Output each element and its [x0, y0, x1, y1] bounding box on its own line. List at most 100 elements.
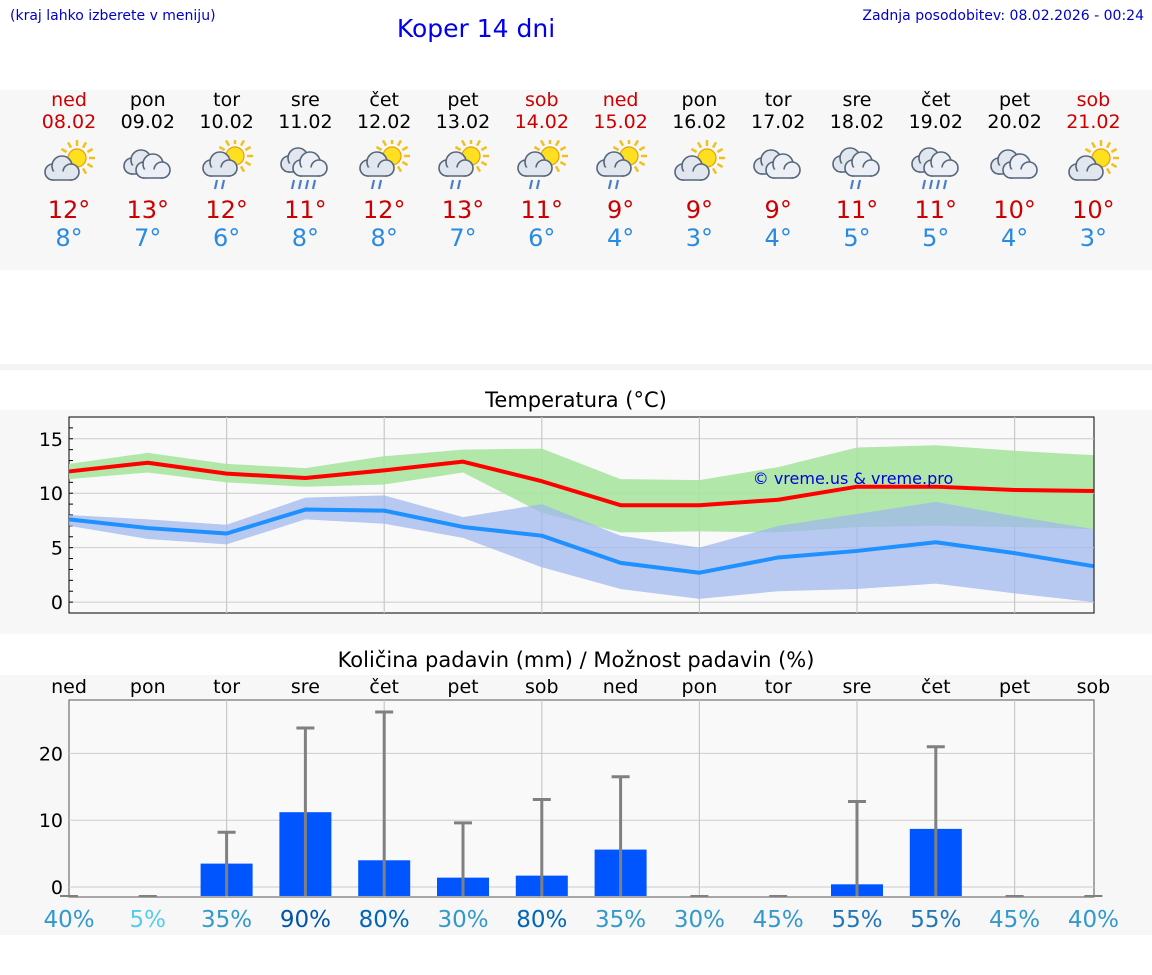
day-date: 10.02	[199, 111, 254, 133]
day-name: tor	[213, 89, 241, 111]
sun-cloud-icon	[44, 140, 95, 181]
day-date: 18.02	[829, 111, 885, 133]
precipitation-probability: 40%	[43, 907, 94, 933]
precipitation-probability: 55%	[831, 907, 882, 933]
cloud-shape	[292, 151, 329, 177]
cloud-shape	[438, 151, 474, 177]
day-date: 13.02	[435, 111, 491, 133]
day-name: sob	[525, 89, 559, 111]
precipitation-probability: 90%	[280, 907, 331, 933]
min-temperature: 5°	[922, 224, 950, 252]
max-temperature: 13°	[441, 196, 485, 224]
sun-cloud-rain-icon	[438, 140, 489, 190]
precipitation-probability: 80%	[359, 907, 410, 933]
max-temperature: 12°	[362, 196, 406, 224]
day-name: pet	[447, 89, 479, 111]
day-name: sre	[290, 89, 320, 111]
day-name: sre	[842, 89, 872, 111]
cloud-shape	[922, 151, 959, 177]
x-category-label: sob	[1077, 676, 1111, 698]
cloud-shape	[1068, 155, 1105, 181]
x-category-label: čet	[921, 676, 951, 698]
day-date: 21.02	[1066, 111, 1121, 133]
day-column: sre 18.02 11° 5°	[817, 90, 897, 252]
day-column: tor 17.02 9° 4°	[738, 90, 818, 252]
y-tick-label: 5	[51, 538, 63, 560]
x-category-label: sob	[525, 676, 559, 698]
min-temperature-line	[68, 507, 1094, 575]
day-column: sob 21.02 10° 3°	[1053, 90, 1133, 252]
location-menu-hint: (kraj lahko izberete v meniju)	[10, 8, 216, 24]
x-category-label: tor	[765, 676, 792, 698]
day-column: sob 14.02 11° 6°	[502, 90, 582, 252]
min-temperature: 5°	[843, 224, 871, 252]
x-category-label: pon	[682, 676, 718, 698]
day-name: sob	[1076, 89, 1111, 111]
last-update-text: Zadnja posodobitev: 08.02.2026 - 00:24	[862, 8, 1144, 24]
cloud-shape	[674, 155, 711, 181]
day-column: pet 13.02 13° 7°	[423, 90, 503, 252]
sun-cloud-icon	[1068, 140, 1120, 181]
max-temperature-line	[68, 459, 1094, 508]
cloud-shape	[844, 151, 880, 177]
day-column: čet 12.02 12° 8°	[344, 90, 424, 252]
sun-cloud-rain-icon	[359, 140, 411, 190]
cloudy-icon	[753, 149, 801, 179]
max-temperature: 10°	[993, 196, 1036, 224]
separator	[0, 364, 1152, 370]
min-temperature: 8°	[291, 224, 320, 252]
page-title: Koper 14 dni	[396, 14, 556, 43]
x-category-label: tor	[213, 676, 240, 698]
max-temperature: 12°	[205, 196, 248, 224]
y-tick-label: 20	[39, 743, 63, 765]
day-column: pon 16.02 9° 3°	[659, 90, 739, 252]
cloud-rain-icon	[832, 147, 880, 190]
day-column: pet 20.02 10° 4°	[975, 90, 1055, 252]
cloud-shape	[765, 153, 801, 179]
x-category-label: ned	[603, 676, 639, 698]
x-category-label: pet	[447, 676, 478, 698]
max-temperature: 12°	[47, 196, 91, 224]
cloud-shape	[134, 153, 171, 179]
precipitation-chart-title: Količina padavin (mm) / Možnost padavin …	[337, 648, 815, 672]
y-tick-label: 0	[51, 877, 63, 899]
rain-drops	[528, 179, 540, 190]
day-date: 15.02	[593, 111, 648, 133]
min-temperature: 6°	[528, 224, 556, 252]
precipitation-probability: 80%	[516, 907, 567, 933]
x-category-label: pet	[999, 676, 1030, 698]
rain-drops	[607, 179, 619, 190]
day-column: čet 19.02 11° 5°	[896, 90, 976, 252]
cloudy-icon	[122, 149, 171, 179]
max-temperature: 11°	[914, 196, 958, 224]
temperature-chart: 0 5 10 15 © vreme.us & vreme.pro	[39, 416, 1095, 614]
min-temperature: 6°	[212, 224, 241, 252]
watermark-text: © vreme.us & vreme.pro	[753, 469, 954, 488]
min-temperature: 7°	[449, 224, 477, 252]
max-temperature: 13°	[126, 196, 170, 224]
max-temperature: 11°	[520, 196, 564, 224]
day-name: pon	[129, 89, 166, 111]
x-category-label: ned	[51, 676, 87, 698]
day-name: čet	[369, 89, 399, 111]
x-category-label: pon	[130, 676, 166, 698]
sun-cloud-rain-icon	[201, 140, 253, 190]
rain-drops	[849, 179, 862, 190]
cloud-shape	[201, 151, 238, 177]
cloud-heavy-rain-icon	[280, 147, 329, 190]
max-temperature: 9°	[764, 196, 792, 224]
precipitation-probability: 30%	[437, 907, 488, 933]
cloud-shape	[44, 155, 80, 181]
precipitation-probability: 40%	[1068, 907, 1119, 933]
min-temperature: 4°	[764, 224, 792, 252]
day-name: tor	[764, 89, 792, 111]
cloud-shape	[359, 151, 395, 177]
cloud-shape	[1001, 153, 1038, 179]
day-name: pet	[998, 89, 1031, 111]
rain-drops	[449, 179, 462, 190]
day-name: ned	[602, 89, 639, 111]
sun-cloud-icon	[674, 140, 726, 181]
day-column: ned 15.02 9° 4°	[581, 90, 661, 252]
rain-drops	[921, 179, 947, 190]
rain-drops	[371, 179, 383, 190]
